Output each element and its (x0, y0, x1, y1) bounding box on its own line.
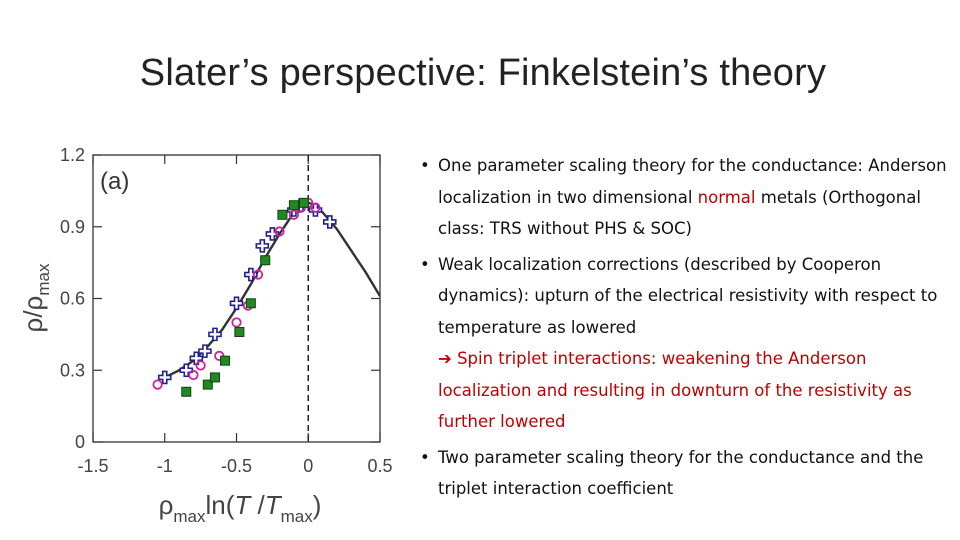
y-tick-label: 1.2 (60, 145, 85, 165)
square-marker (298, 197, 309, 208)
x-tick-label: 0 (303, 456, 313, 476)
x-axis-label-rho: ρ (159, 490, 174, 520)
plus-marker (322, 215, 337, 229)
plus-marker (189, 351, 204, 366)
y-axis-label: ρ/ρmax (18, 263, 53, 332)
x-tick-label: -1 (157, 456, 173, 476)
y-axis-label-sub: max (34, 263, 53, 296)
x-tick-label: -1.5 (77, 456, 108, 476)
plus-marker (308, 203, 323, 217)
square-marker (209, 372, 220, 383)
circle-marker (152, 379, 163, 390)
square-marker (220, 355, 231, 366)
bullet-text: One parameter scaling theory for the con… (438, 156, 947, 207)
bullet-two-parameter: • Two parameter scaling theory for the c… (420, 442, 950, 505)
plus-marker (244, 267, 258, 282)
circle-marker (274, 226, 285, 237)
plot-axes: -1.5 -1 -0.5 0 0.500.30.60.91.2(a)ρ/ρmaxρmax… (18, 145, 393, 526)
circle-marker (231, 317, 242, 328)
bullet-one-parameter: • One parameter scaling theory for the c… (420, 150, 950, 245)
plus-marker (265, 227, 280, 241)
x-axis-label-sub2: max (281, 507, 314, 526)
y-tick-label: 0.3 (60, 360, 85, 380)
square-marker (277, 209, 288, 220)
square-marker (234, 326, 245, 337)
bullet-dot: • (420, 156, 430, 175)
circle-marker (252, 269, 264, 280)
x-axis-label-slash: / (250, 490, 265, 520)
bullet-dot: • (420, 254, 430, 274)
x-tick-label: 0.5 (367, 456, 392, 476)
square-marker (260, 255, 271, 266)
y-tick-label: 0.9 (60, 217, 85, 237)
bullet-dot: • (420, 447, 430, 467)
y-tick-label: 0.6 (60, 289, 85, 309)
x-axis-label: ρmaxln(T /Tmax) (159, 490, 322, 526)
bullet-subtext-spin-triplet: Spin triplet interactions: weakening the… (438, 349, 912, 431)
y-tick-label: 0 (75, 432, 85, 452)
circle-marker (310, 202, 321, 213)
square-marker (181, 386, 192, 397)
bullet-weak-localization: • Weak localization corrections (describ… (420, 249, 950, 438)
bullet-text: Two parameter scaling theory for the con… (438, 447, 924, 499)
plot-marks (152, 197, 380, 397)
bullet-highlight-normal: normal (697, 187, 756, 207)
y-axis-label-main: ρ/ρ (18, 296, 48, 333)
plus-marker (198, 344, 212, 358)
x-axis-label-close: ) (313, 490, 322, 520)
circle-marker (188, 369, 199, 381)
panel-label: (a) (100, 168, 129, 195)
scaling-plot: -1.5 -1 -0.5 0 0.500.30.60.91.2(a)ρ/ρmaxρmax… (18, 145, 393, 526)
plus-marker (255, 239, 270, 253)
square-marker (202, 379, 213, 390)
x-axis-label-T: T (234, 490, 252, 520)
plus-marker (179, 363, 194, 378)
square-marker (245, 298, 256, 309)
plus-marker (157, 370, 172, 385)
square-marker (288, 200, 299, 211)
x-axis-label-ln: ln( (205, 490, 234, 520)
bullet-text: Weak localization corrections (described… (438, 254, 938, 337)
plus-marker (229, 296, 244, 311)
slide-title: Slater’s perspective: Finkelstein’s theo… (139, 52, 827, 94)
x-axis-label-sub1: max (173, 507, 206, 526)
bullet-text-tail: metals (Orthogonal class: TRS without PH… (438, 187, 921, 239)
x-tick-label: -0.5 (221, 456, 252, 476)
x-axis-label-T2: T (265, 490, 283, 520)
bullet-list: • One parameter scaling theory for the c… (420, 150, 950, 505)
circle-marker (195, 360, 206, 371)
plus-marker (208, 327, 222, 342)
right-arrow-icon: ➔ (438, 349, 452, 368)
circle-marker (288, 209, 299, 220)
